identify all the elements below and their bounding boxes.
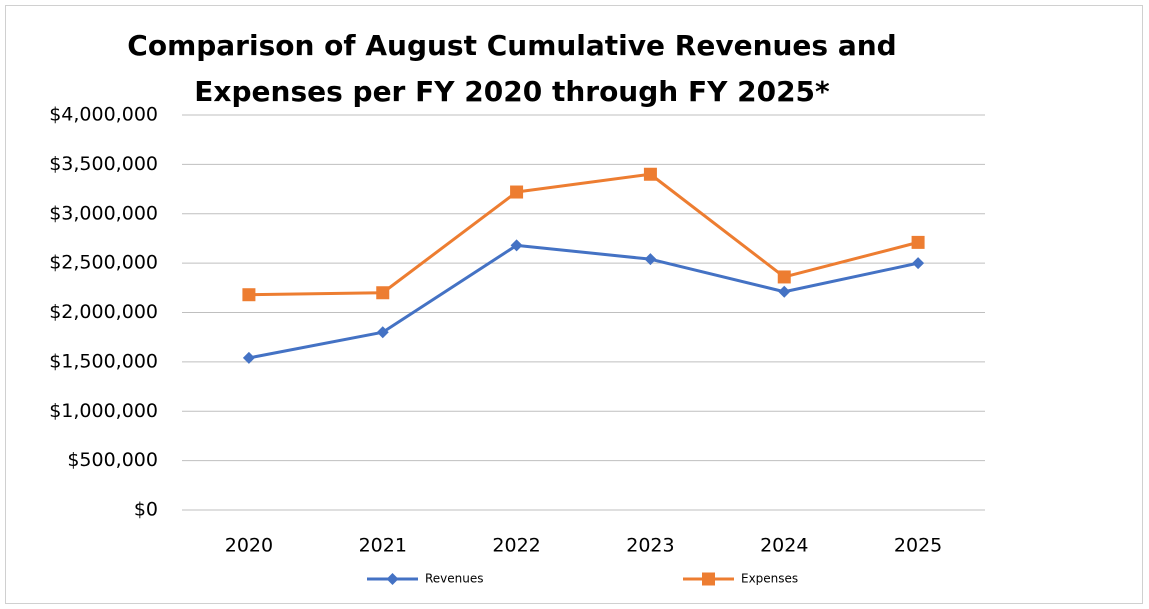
x-tick-label: 2024 bbox=[760, 535, 808, 557]
x-tick-label: 2025 bbox=[894, 535, 942, 557]
x-tick-label: 2021 bbox=[359, 535, 407, 557]
data-point bbox=[643, 167, 657, 181]
legend-marker bbox=[386, 573, 399, 585]
x-tick-label: 2020 bbox=[225, 535, 273, 557]
chart-border bbox=[5, 5, 1143, 604]
y-tick-label: $0 bbox=[134, 499, 158, 521]
series-line bbox=[248, 243, 919, 360]
legend-label: Revenues bbox=[425, 572, 484, 586]
chart-title: Expenses per FY 2020 through FY 2025* bbox=[194, 75, 830, 108]
y-tick-label: $2,000,000 bbox=[49, 301, 158, 323]
data-point bbox=[510, 239, 523, 252]
data-point bbox=[376, 326, 389, 339]
y-tick-label: $4,000,000 bbox=[49, 104, 158, 126]
y-tick-label: $3,500,000 bbox=[49, 153, 158, 175]
legend-label: Expenses bbox=[741, 572, 798, 586]
data-point bbox=[242, 351, 255, 364]
x-tick-label: 2023 bbox=[626, 535, 674, 557]
y-tick-label: $1,500,000 bbox=[49, 350, 158, 372]
data-point bbox=[778, 285, 791, 298]
y-tick-label: $1,000,000 bbox=[49, 400, 158, 422]
series-line bbox=[248, 172, 919, 297]
y-tick-label: $3,000,000 bbox=[49, 202, 158, 224]
data-point bbox=[376, 286, 390, 300]
chart-title: Comparison of August Cumulative Revenues… bbox=[127, 29, 896, 62]
x-tick-label: 2022 bbox=[492, 535, 540, 557]
data-point bbox=[510, 185, 524, 199]
data-point bbox=[242, 288, 256, 302]
data-point bbox=[777, 270, 791, 284]
legend-marker bbox=[702, 572, 715, 586]
data-point bbox=[912, 257, 925, 270]
y-tick-label: $2,500,000 bbox=[49, 252, 158, 274]
data-point bbox=[911, 235, 925, 249]
y-tick-label: $500,000 bbox=[67, 449, 158, 471]
data-point bbox=[644, 253, 657, 266]
